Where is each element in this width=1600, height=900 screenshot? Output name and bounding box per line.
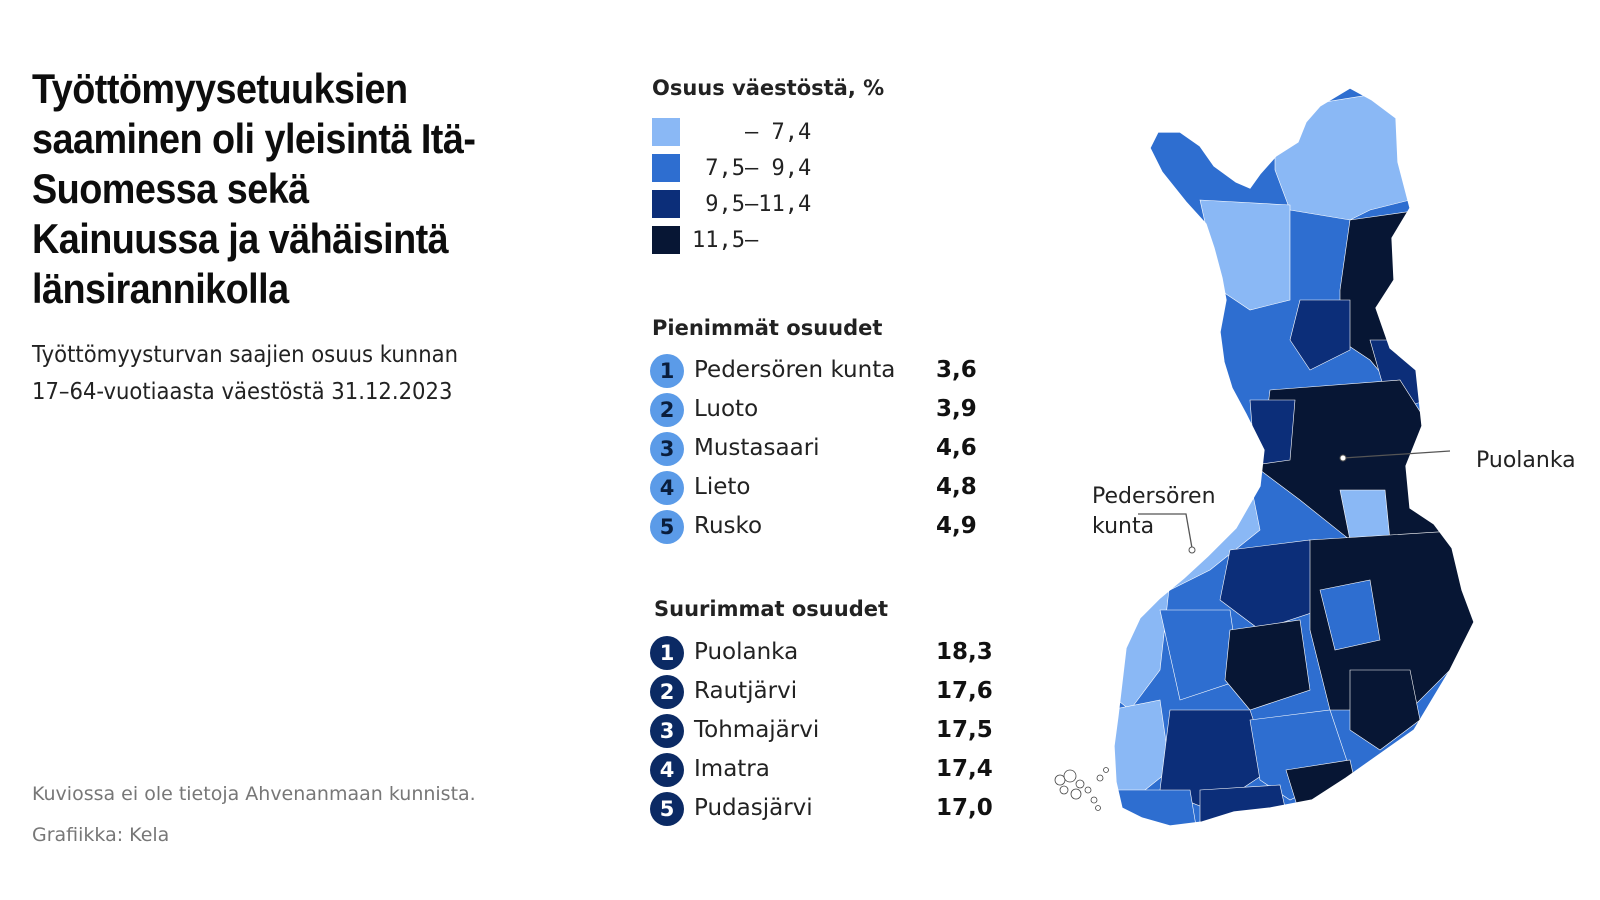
legend-item: – 7,4 (652, 118, 822, 148)
map-label-line: kunta (1092, 514, 1155, 539)
list-item: 3 Tohmajärvi 17,5 (650, 714, 993, 750)
page-subtitle: Työttömyysturvan saajien osuus kunnan 17… (32, 342, 458, 405)
municipality-name: Tohmajärvi (694, 717, 820, 743)
share-value: 3,9 (936, 396, 977, 422)
share-value: 18,3 (936, 639, 993, 665)
rank-badge: 5 (650, 510, 684, 544)
list-item: 2 Luoto 3,9 (650, 393, 990, 429)
share-value: 4,6 (936, 435, 977, 461)
largest-title: Suurimmat osuudet (654, 597, 889, 621)
region-kymenlaakso (1285, 759, 1361, 816)
share-value: 17,5 (936, 717, 993, 743)
list-item: 2 Rautjärvi 17,6 (650, 675, 993, 711)
region-posio (1289, 299, 1351, 371)
share-value: 4,8 (936, 474, 977, 500)
map-outline (1113, 87, 1475, 827)
legend-swatch (652, 190, 680, 218)
rank-badge: 4 (650, 753, 684, 787)
map-label-line: Pedersören (1092, 484, 1216, 509)
legend-label: 9,5–11,4 (692, 192, 812, 217)
region-central-north (1219, 539, 1321, 631)
municipality-name: Pudasjärvi (694, 795, 813, 821)
region-uusimaa (1199, 784, 1291, 826)
region-south-karelia (1349, 669, 1421, 751)
rank-badge: 3 (650, 432, 684, 466)
region-north-lapland (1274, 89, 1411, 221)
page-title: Työttömyysetuuksien saaminen oli yleisin… (32, 65, 476, 312)
share-value: 17,0 (936, 795, 993, 821)
rank-badge: 4 (650, 471, 684, 505)
legend-swatch (652, 118, 680, 146)
rank-badge: 2 (650, 393, 684, 427)
list-item: 5 Pudasjärvi 17,0 (650, 792, 993, 828)
share-value: 4,9 (936, 513, 977, 539)
municipality-name: Mustasaari (694, 435, 820, 461)
rank-badge: 1 (650, 636, 684, 670)
puolanka-leader-line (1342, 450, 1451, 459)
list-item: 5 Rusko 4,9 (650, 510, 990, 546)
legend-title: Osuus väestöstä, % (652, 76, 885, 100)
rank-badge: 1 (650, 354, 684, 388)
map-label-pedersoren: Pedersören kunta (1092, 482, 1242, 542)
municipality-name: Lieto (694, 474, 751, 500)
region-central (1224, 619, 1311, 711)
legend-label: 7,5– 9,4 (692, 156, 812, 181)
region-savo (1319, 579, 1381, 651)
list-item: 1 Pedersören kunta 3,6 (650, 354, 990, 390)
legend-swatch (652, 226, 680, 254)
rank-badge: 5 (650, 792, 684, 826)
legend-label: 11,5– (692, 228, 759, 253)
rank-badge: 2 (650, 675, 684, 709)
municipality-name: Rautjärvi (694, 678, 798, 704)
municipality-name: Rusko (694, 513, 763, 539)
puolanka-marker (1339, 454, 1347, 462)
legend-item: 11,5– (652, 226, 822, 256)
region-uusimaa-west (1114, 789, 1201, 826)
share-value: 17,6 (936, 678, 993, 704)
share-value: 3,6 (936, 357, 977, 383)
municipality-name: Puolanka (694, 639, 799, 665)
finland-choropleth-map (1054, 87, 1475, 827)
smallest-title: Pienimmät osuudet (652, 316, 883, 340)
footnote: Kuviossa ei ole tietoja Ahvenanmaan kunn… (32, 783, 476, 805)
aland-islands (1054, 767, 1109, 811)
legend-label: – 7,4 (692, 120, 812, 145)
pedersoren-marker (1188, 546, 1196, 554)
region-west-lapland (1199, 199, 1291, 311)
rank-badge: 3 (650, 714, 684, 748)
legend-swatch (652, 154, 680, 182)
list-item: 1 Puolanka 18,3 (650, 636, 993, 672)
pedersoren-leader-line (1138, 513, 1193, 549)
legend-item: 9,5–11,4 (652, 190, 822, 220)
map-label-puolanka: Puolanka (1476, 448, 1576, 473)
region-oulu (1249, 399, 1296, 466)
legend-item: 7,5– 9,4 (652, 154, 822, 184)
share-value: 17,4 (936, 756, 993, 782)
list-item: 4 Imatra 17,4 (650, 753, 993, 789)
credit: Grafiikka: Kela (32, 824, 170, 846)
municipality-name: Pedersören kunta (694, 357, 896, 383)
list-item: 4 Lieto 4,8 (650, 471, 990, 507)
list-item: 3 Mustasaari 4,6 (650, 432, 990, 468)
municipality-name: Luoto (694, 396, 759, 422)
municipality-name: Imatra (694, 756, 770, 782)
